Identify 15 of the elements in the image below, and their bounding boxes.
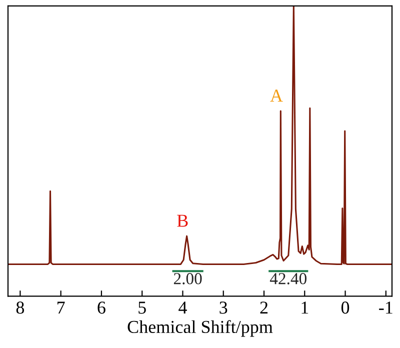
x-tick-label: 6: [98, 302, 106, 314]
x-tick-label: 7: [58, 302, 65, 314]
x-tick-label: 4: [178, 302, 187, 314]
x-tick-label: 0: [341, 302, 350, 314]
annotation: B: [177, 214, 188, 227]
x-tick-label: 5: [138, 302, 146, 314]
x-tick-label: 1: [302, 302, 308, 314]
annotation: 42.40: [270, 273, 306, 284]
x-tick-label: 8: [16, 302, 24, 314]
annotation: 2.00: [174, 273, 202, 284]
x-tick-label: 2: [260, 302, 268, 314]
x-axis-title: Chemical Shift/ppm: [128, 320, 273, 337]
x-tick-label: 3: [220, 302, 228, 314]
x-tick-label: -1: [379, 302, 392, 314]
annotation: A: [270, 90, 283, 102]
